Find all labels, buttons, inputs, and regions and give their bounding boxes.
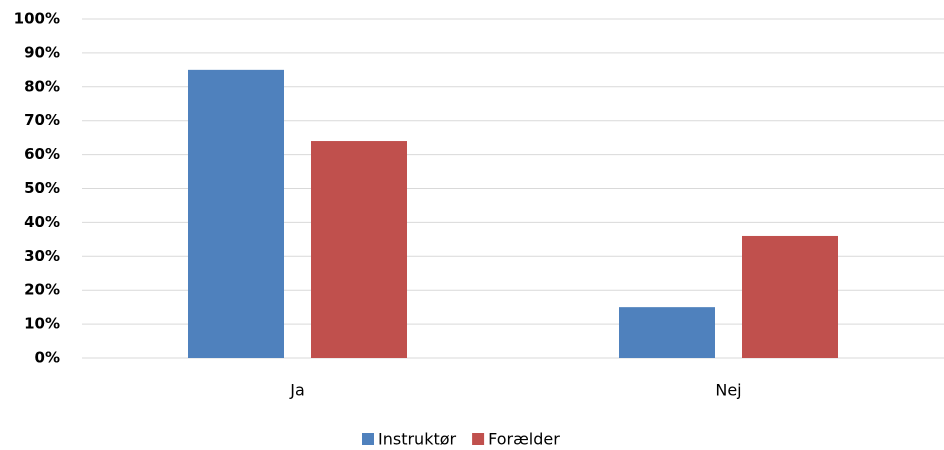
y-tick-label: 40% bbox=[24, 213, 60, 231]
y-tick-label: 80% bbox=[24, 77, 60, 95]
y-tick-label: 70% bbox=[24, 111, 60, 129]
legend-label: Forælder bbox=[488, 430, 560, 449]
y-tick-label: 90% bbox=[24, 43, 60, 61]
legend-swatch bbox=[472, 433, 485, 445]
bar bbox=[742, 235, 838, 358]
y-tick-label: 10% bbox=[24, 315, 60, 333]
legend-label: Instruktør bbox=[378, 430, 457, 449]
y-tick-label: 30% bbox=[24, 247, 60, 265]
y-tick-label: 50% bbox=[24, 179, 60, 197]
y-tick-label: 20% bbox=[24, 281, 60, 299]
x-tick-label: Ja bbox=[289, 381, 305, 400]
bar bbox=[188, 69, 284, 358]
bar bbox=[311, 141, 407, 358]
x-tick-label: Nej bbox=[715, 381, 741, 400]
y-tick-label: 0% bbox=[35, 349, 60, 367]
y-tick-label: 100% bbox=[14, 10, 60, 28]
y-tick-label: 60% bbox=[24, 145, 60, 163]
legend-swatch bbox=[362, 433, 374, 445]
bar bbox=[619, 307, 715, 358]
